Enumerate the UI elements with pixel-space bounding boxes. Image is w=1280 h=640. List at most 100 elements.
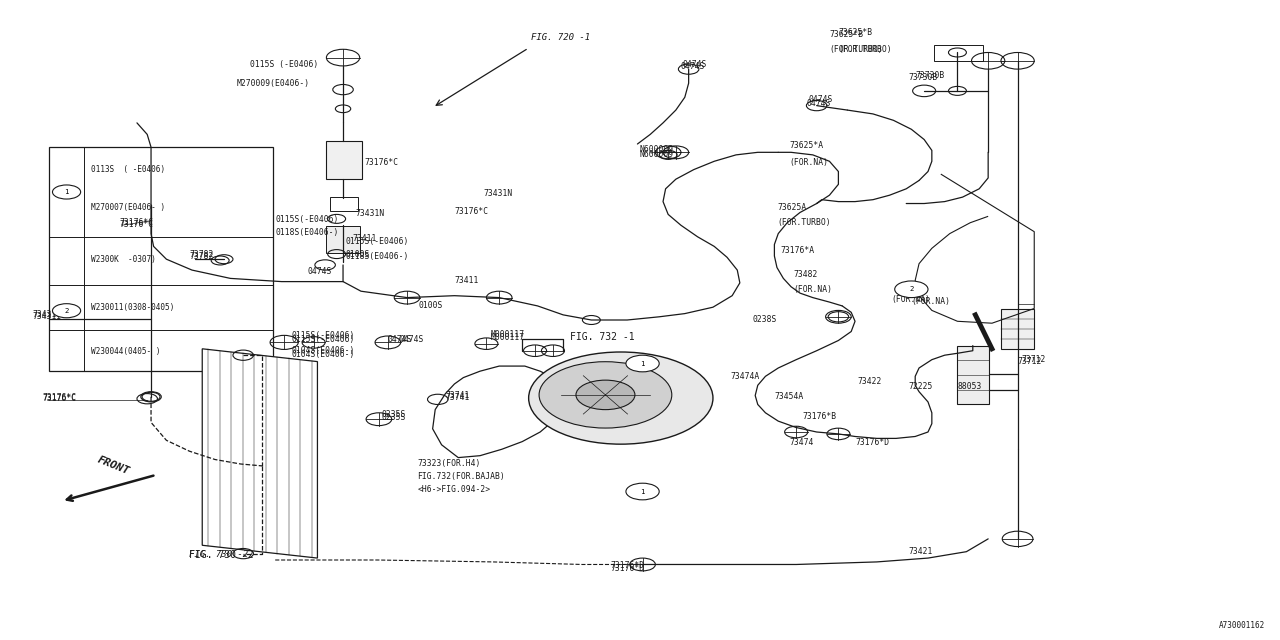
Text: 73176*C: 73176*C [365,158,399,167]
Text: M000117: M000117 [490,333,525,342]
Text: 73482: 73482 [794,270,818,279]
Text: <H6->FIG.094-2>: <H6->FIG.094-2> [417,484,490,493]
Text: (FOR.TURBO): (FOR.TURBO) [777,218,831,227]
Text: 73176*C: 73176*C [454,207,489,216]
Text: 0118S(E0406-): 0118S(E0406-) [275,228,339,237]
Bar [330,197,358,211]
Text: 2: 2 [64,308,69,314]
Text: 73176*C: 73176*C [119,218,154,227]
Text: 73454A: 73454A [774,392,804,401]
Text: 73431I: 73431I [32,312,61,321]
Text: 73411: 73411 [352,234,376,243]
Text: 72225: 72225 [909,382,933,391]
Text: 73176*B: 73176*B [803,412,837,421]
Text: FIG. 720 -1: FIG. 720 -1 [531,33,590,42]
Text: W230011(0308-0405): W230011(0308-0405) [91,303,174,312]
Text: 73741: 73741 [445,391,470,400]
Circle shape [529,352,713,444]
Text: FIG. 730 -2: FIG. 730 -2 [189,550,248,559]
Text: 0238S: 0238S [753,315,777,324]
Circle shape [626,483,659,500]
Text: 73625*B: 73625*B [838,28,873,37]
Bar [957,346,989,404]
Text: 73474: 73474 [790,438,814,447]
Text: (FOR.NA): (FOR.NA) [790,158,828,167]
Text: 1: 1 [640,360,645,367]
Text: 73421: 73421 [909,547,933,556]
Text: FIG. 732 -1: FIG. 732 -1 [570,332,634,342]
Text: M270009(E0406-): M270009(E0406-) [237,79,310,88]
Text: 73176*C: 73176*C [119,220,154,229]
Text: 73176*C: 73176*C [42,393,77,402]
Text: M000117: M000117 [490,330,525,339]
Text: 0474S: 0474S [809,95,833,104]
Text: (FOR.NA): (FOR.NA) [892,295,931,304]
Bar [1001,309,1034,349]
Text: 73741: 73741 [445,393,470,402]
Text: 73625A: 73625A [777,203,806,212]
Text: 0115S(-E0406): 0115S(-E0406) [292,331,356,340]
Polygon shape [202,349,317,558]
Circle shape [576,380,635,410]
Text: 0113S  ( -E0406): 0113S ( -E0406) [91,165,165,174]
Circle shape [626,355,659,372]
Text: 0100S: 0100S [419,301,443,310]
Text: FIG. 730 -2: FIG. 730 -2 [189,550,253,560]
Text: (FOR.TURBO): (FOR.TURBO) [829,45,883,54]
Text: 73176*D: 73176*D [611,561,645,570]
Text: 73176*C: 73176*C [42,394,77,403]
Text: 73411: 73411 [454,276,479,285]
Text: 73782: 73782 [189,252,214,261]
Circle shape [895,281,928,298]
Text: 1: 1 [640,488,645,495]
Text: 73431I: 73431I [32,310,61,319]
Text: 73176*A: 73176*A [781,246,815,255]
Bar [326,141,362,179]
Text: 0474S: 0474S [307,267,332,276]
Text: M270007(E0406- ): M270007(E0406- ) [91,203,165,212]
Bar [49,147,273,371]
Text: 0115S(-E0406): 0115S(-E0406) [275,215,339,224]
Text: 88053: 88053 [957,382,982,391]
Text: 73730B: 73730B [915,71,945,80]
Text: 2: 2 [909,286,914,292]
Bar [934,45,983,61]
Text: 0474S: 0474S [388,335,412,344]
Text: (FOR.NA): (FOR.NA) [794,285,832,294]
Text: 73431N: 73431N [484,189,513,198]
Text: W230044(0405- ): W230044(0405- ) [91,346,160,356]
Circle shape [52,185,81,199]
Text: 0235S: 0235S [381,410,406,419]
Text: 0104S(E0406-): 0104S(E0406-) [292,346,356,355]
Text: 73431N: 73431N [356,209,385,218]
Text: 0474S: 0474S [682,60,707,69]
Text: 0100S: 0100S [346,250,370,259]
Text: 73730B: 73730B [909,73,938,82]
Text: FIG.732(FOR.BAJAB): FIG.732(FOR.BAJAB) [417,472,506,481]
Text: W2300K  -0307): W2300K -0307) [91,255,156,264]
Text: 73712: 73712 [1021,355,1046,364]
Text: N600009: N600009 [640,150,675,159]
Text: 0474S: 0474S [681,62,705,71]
Circle shape [52,304,81,318]
Text: 0118S(E0406-): 0118S(E0406-) [346,252,410,261]
Text: 73422: 73422 [858,377,882,386]
Text: 0115S(-E0406): 0115S(-E0406) [292,335,356,344]
Text: 73625*B: 73625*B [829,30,864,39]
Text: 0474S: 0474S [806,99,831,108]
Bar [326,226,360,253]
Text: 73176*D: 73176*D [611,564,645,573]
Text: 73474A: 73474A [731,372,760,381]
Text: 0104S(E0406-): 0104S(E0406-) [292,350,356,359]
Text: 73712: 73712 [1018,356,1042,365]
Text: 73782: 73782 [189,250,214,259]
Text: N600009: N600009 [640,145,675,154]
Text: A730001162: A730001162 [1219,621,1265,630]
Circle shape [539,362,672,428]
Text: 73323(FOR.H4): 73323(FOR.H4) [417,459,481,468]
Text: (FOR.NA): (FOR.NA) [911,297,950,306]
Text: 0235S: 0235S [381,413,406,422]
Text: FRONT: FRONT [96,455,131,477]
Text: 0115S (-E0406): 0115S (-E0406) [250,60,317,69]
Text: 73625*A: 73625*A [790,141,824,150]
